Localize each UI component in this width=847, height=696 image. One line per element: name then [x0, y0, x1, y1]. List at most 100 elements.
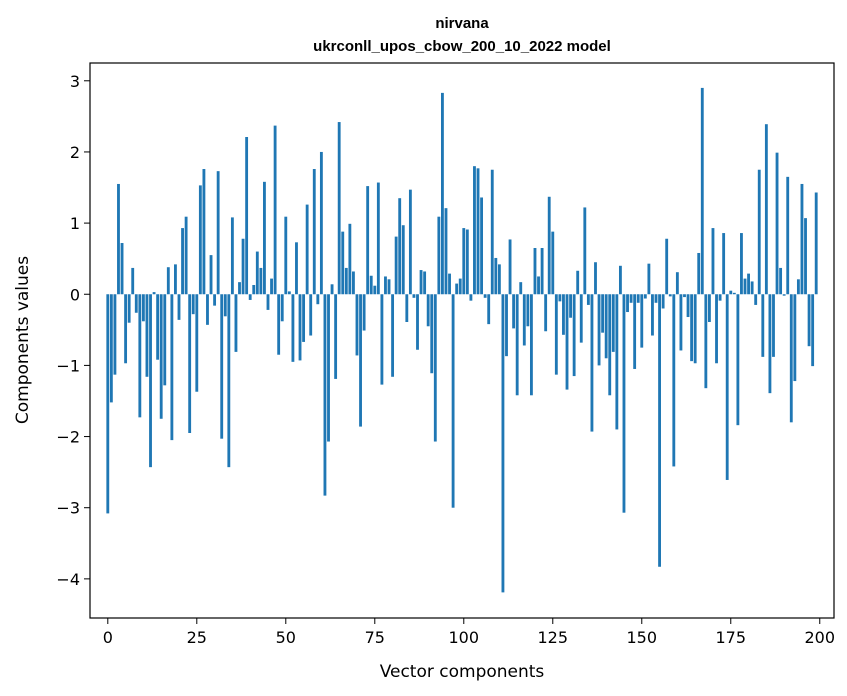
bar-115: [515, 294, 519, 396]
bar-154: [654, 294, 658, 303]
bar-124: [547, 196, 551, 295]
bar-117: [522, 294, 526, 346]
y-tick-label: −2: [56, 428, 80, 447]
bar-143: [615, 294, 619, 430]
bar-119: [529, 294, 533, 396]
bar-130: [569, 294, 572, 318]
bar-178: [740, 233, 743, 295]
bar-28: [206, 294, 209, 325]
bar-77: [380, 294, 384, 385]
bar-82: [398, 198, 402, 295]
bar-185: [764, 124, 768, 295]
bar-25: [195, 294, 199, 392]
bar-33: [223, 294, 227, 317]
bar-110: [497, 264, 501, 295]
bar-159: [672, 294, 676, 467]
bar-62: [327, 294, 330, 442]
bar-37: [238, 282, 241, 295]
bar-135: [586, 294, 590, 305]
bar-182: [754, 294, 758, 305]
bar-45: [266, 294, 270, 310]
bar-193: [793, 294, 797, 382]
bar-6: [127, 294, 131, 323]
bar-142: [611, 294, 615, 352]
bar-51: [287, 291, 291, 295]
x-tick-label: 150: [626, 628, 657, 647]
bar-101: [465, 229, 469, 295]
bar-27: [202, 169, 206, 295]
y-tick-label: −4: [56, 570, 80, 589]
bar-96: [448, 273, 451, 295]
bars-group: [106, 87, 818, 593]
bar-180: [747, 273, 750, 295]
bar-49: [280, 294, 284, 322]
bar-12: [149, 294, 152, 468]
bar-88: [419, 270, 423, 295]
bar-181: [750, 281, 754, 295]
bar-53: [295, 242, 298, 295]
bar-151: [643, 294, 647, 299]
bar-42: [255, 251, 259, 295]
y-tick-label: 1: [70, 214, 80, 233]
bar-94: [440, 92, 444, 295]
bar-122: [540, 248, 544, 295]
bar-40: [248, 294, 252, 300]
bar-149: [636, 294, 640, 303]
bar-15: [159, 294, 163, 419]
bar-91: [430, 294, 434, 374]
bar-105: [480, 197, 484, 295]
bar-14: [156, 294, 160, 360]
y-tick-label: 3: [70, 72, 80, 91]
bar-145: [622, 294, 626, 513]
bar-47: [273, 125, 277, 295]
bar-2: [113, 294, 117, 375]
bar-56: [305, 204, 309, 295]
bar-43: [259, 267, 263, 295]
bar-70: [355, 294, 359, 356]
bar-155: [658, 294, 661, 567]
bar-176: [732, 292, 736, 295]
bar-23: [188, 294, 192, 433]
bar-126: [554, 294, 558, 375]
bar-1: [109, 294, 113, 403]
bar-39: [245, 137, 249, 295]
bar-75: [373, 285, 377, 295]
bar-186: [768, 294, 772, 394]
bar-85: [408, 189, 412, 295]
bar-22: [184, 216, 188, 295]
bar-189: [779, 267, 783, 295]
bar-127: [558, 294, 562, 302]
bar-162: [683, 294, 686, 298]
bar-140: [604, 294, 608, 359]
bar-197: [807, 294, 811, 347]
bar-20: [177, 294, 181, 320]
bar-129: [565, 294, 569, 390]
bar-164: [690, 294, 694, 362]
bar-188: [775, 152, 779, 295]
bar-63: [330, 284, 334, 295]
bar-26: [198, 185, 202, 295]
bar-192: [789, 294, 793, 423]
bar-173: [722, 233, 726, 295]
bar-111: [501, 294, 505, 593]
bar-131: [572, 294, 576, 377]
bar-17: [166, 267, 170, 295]
bar-24: [191, 294, 195, 315]
x-tick-label: 25: [187, 628, 207, 647]
y-axis-ticks: −4 −3 −2 −1 0 1 2 3: [56, 72, 90, 589]
bar-175: [729, 290, 733, 295]
bar-50: [284, 216, 288, 295]
bar-102: [469, 294, 473, 301]
bar-107: [487, 294, 491, 325]
bar-139: [601, 294, 605, 333]
bar-87: [416, 294, 419, 350]
bar-29: [209, 255, 213, 295]
plot-frame: [89, 62, 835, 619]
bar-144: [618, 265, 622, 295]
bar-76: [376, 182, 380, 295]
bar-74: [369, 275, 373, 295]
x-tick-label: 50: [276, 628, 296, 647]
bar-152: [647, 263, 651, 295]
bar-125: [551, 231, 555, 295]
